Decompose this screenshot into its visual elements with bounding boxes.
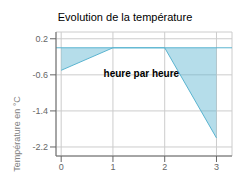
svg-text:3: 3 [214, 162, 219, 172]
svg-text:2: 2 [162, 162, 167, 172]
html-text:heure par heure: heure par heure [103, 67, 180, 79]
svg-text:Température en °C: Température en °C [12, 96, 22, 172]
svg-text:0.2: 0.2 [35, 34, 48, 44]
svg-text:-2.2: -2.2 [32, 142, 48, 152]
svg-text:1: 1 [110, 162, 115, 172]
svg-text:-1.4: -1.4 [32, 106, 48, 116]
html-text:Evolution de la température: Evolution de la température [57, 11, 193, 23]
svg-text:0: 0 [59, 162, 64, 172]
svg-text:-0.6: -0.6 [32, 70, 48, 80]
